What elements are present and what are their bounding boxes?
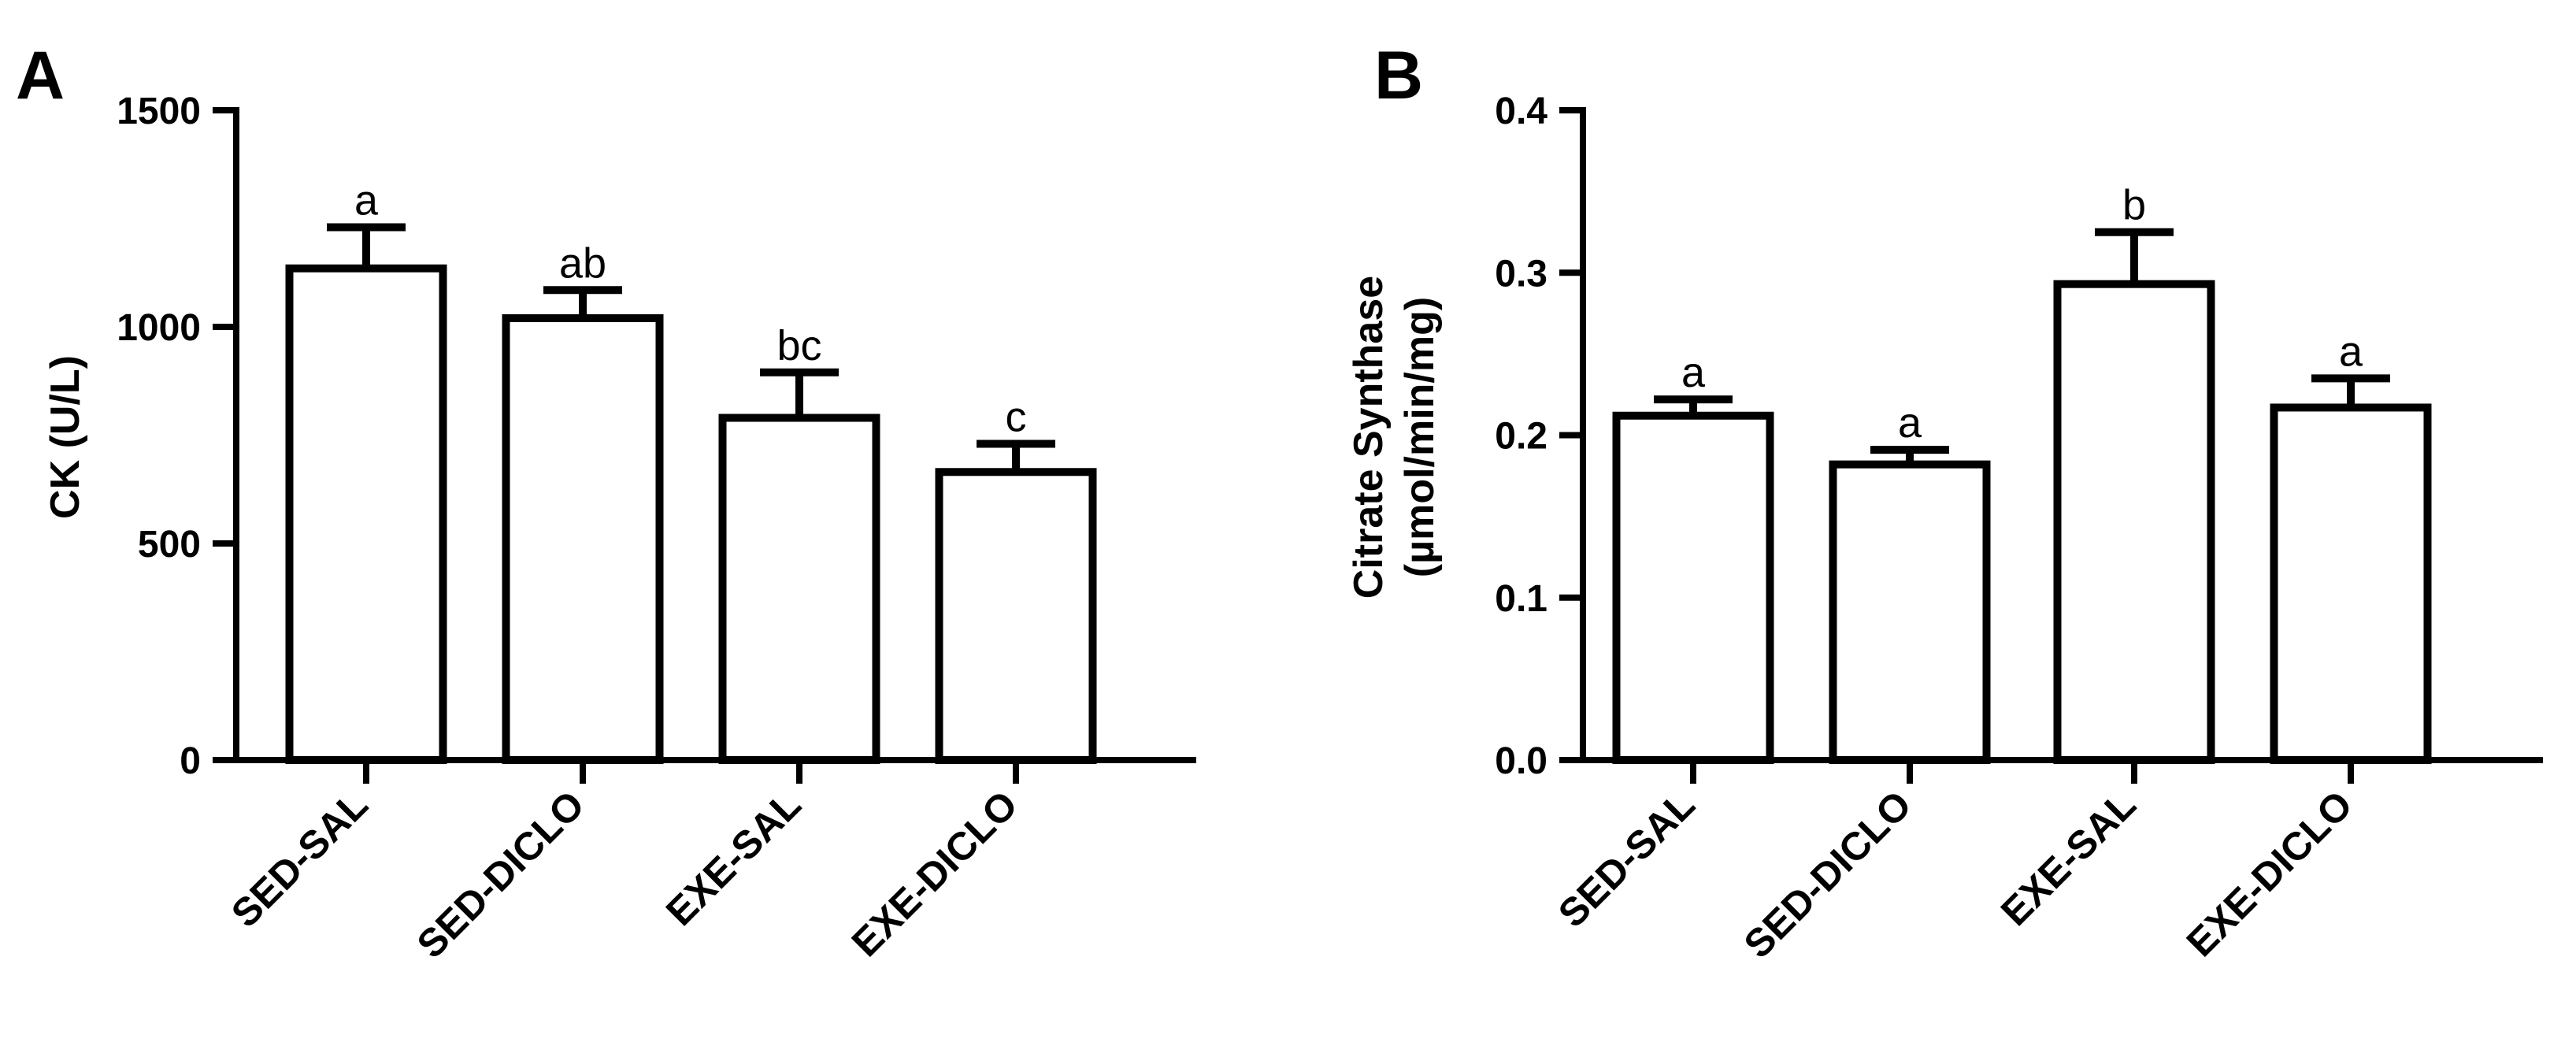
- panel-a-y-tick-label: 1500: [117, 91, 201, 132]
- panel-a-y-axis-label: CK (U/L): [43, 355, 88, 519]
- panel-a-x-tick-label: EXE-SAL: [658, 782, 810, 934]
- panel-a-significance-label: a: [354, 177, 379, 224]
- panel-a-y-tick-label: 500: [138, 524, 201, 566]
- panel-b-bar: [1829, 460, 1991, 764]
- panel-a-significance-label: c: [1006, 394, 1027, 441]
- panel-a-bar: [285, 264, 447, 764]
- panel-b: B Citrate Synthase (µmol/min/mg) 0.00.10…: [1346, 38, 2543, 966]
- panel-b-y-tick-label: 0.4: [1495, 91, 1547, 132]
- panel-b-plot: 0.0 0.1 0.2 0.3 0.4 SED-SAL a SED-DICLO a EXE-SAL…: [1495, 91, 2543, 966]
- panel-a: A CK (U/L) 0 500 1000 1500 SED-SAL a SED-DICLO…: [16, 38, 1196, 966]
- panel-b-x-tick-label: EXE-DICLO: [2178, 782, 2361, 965]
- panel-a-x-tick-label: SED-SAL: [223, 782, 376, 936]
- panel-a-x-tick-label: SED-DICLO: [409, 782, 593, 966]
- panel-b-y-tick-label: 0.0: [1495, 740, 1547, 782]
- panel-b-y-axis-label-line1: Citrate Synthase: [1346, 276, 1392, 599]
- panel-b-x-tick-label: SED-SAL: [1550, 782, 1703, 936]
- panel-b-x-tick-label: SED-DICLO: [1736, 782, 1920, 966]
- panel-b-x-tick-label: EXE-SAL: [1992, 782, 2144, 934]
- panel-b-significance-label: b: [2122, 182, 2146, 229]
- panel-a-x-tick-label: EXE-DICLO: [843, 782, 1026, 965]
- panel-a-label: A: [16, 38, 65, 113]
- panel-b-bar: [2053, 280, 2215, 764]
- panel-a-significance-label: ab: [559, 239, 606, 287]
- panel-b-bar: [2270, 403, 2432, 764]
- panel-b-y-tick-label: 0.2: [1495, 416, 1547, 458]
- panel-a-bar: [718, 414, 880, 764]
- panel-b-y-tick-label: 0.3: [1495, 253, 1547, 295]
- panel-b-label: B: [1374, 38, 1423, 113]
- panel-a-bar: [502, 314, 664, 764]
- panel-b-significance-label: a: [1898, 399, 1922, 447]
- panel-a-y-tick-label: 0: [180, 740, 201, 782]
- panel-a-significance-label: bc: [777, 322, 821, 369]
- panel-a-bar: [935, 468, 1097, 764]
- panel-a-plot: 0 500 1000 1500 SED-SAL a SED-DICLO ab EXE-SAL bc…: [117, 91, 1196, 966]
- panel-b-significance-label: a: [1681, 349, 1706, 396]
- panel-a-y-tick-label: 1000: [117, 307, 201, 349]
- panel-b-y-axis-label-line2: (µmol/min/mg): [1397, 297, 1443, 577]
- panel-b-bar: [1612, 411, 1774, 764]
- panel-b-significance-label: a: [2339, 328, 2363, 375]
- panel-b-y-tick-label: 0.1: [1495, 578, 1547, 620]
